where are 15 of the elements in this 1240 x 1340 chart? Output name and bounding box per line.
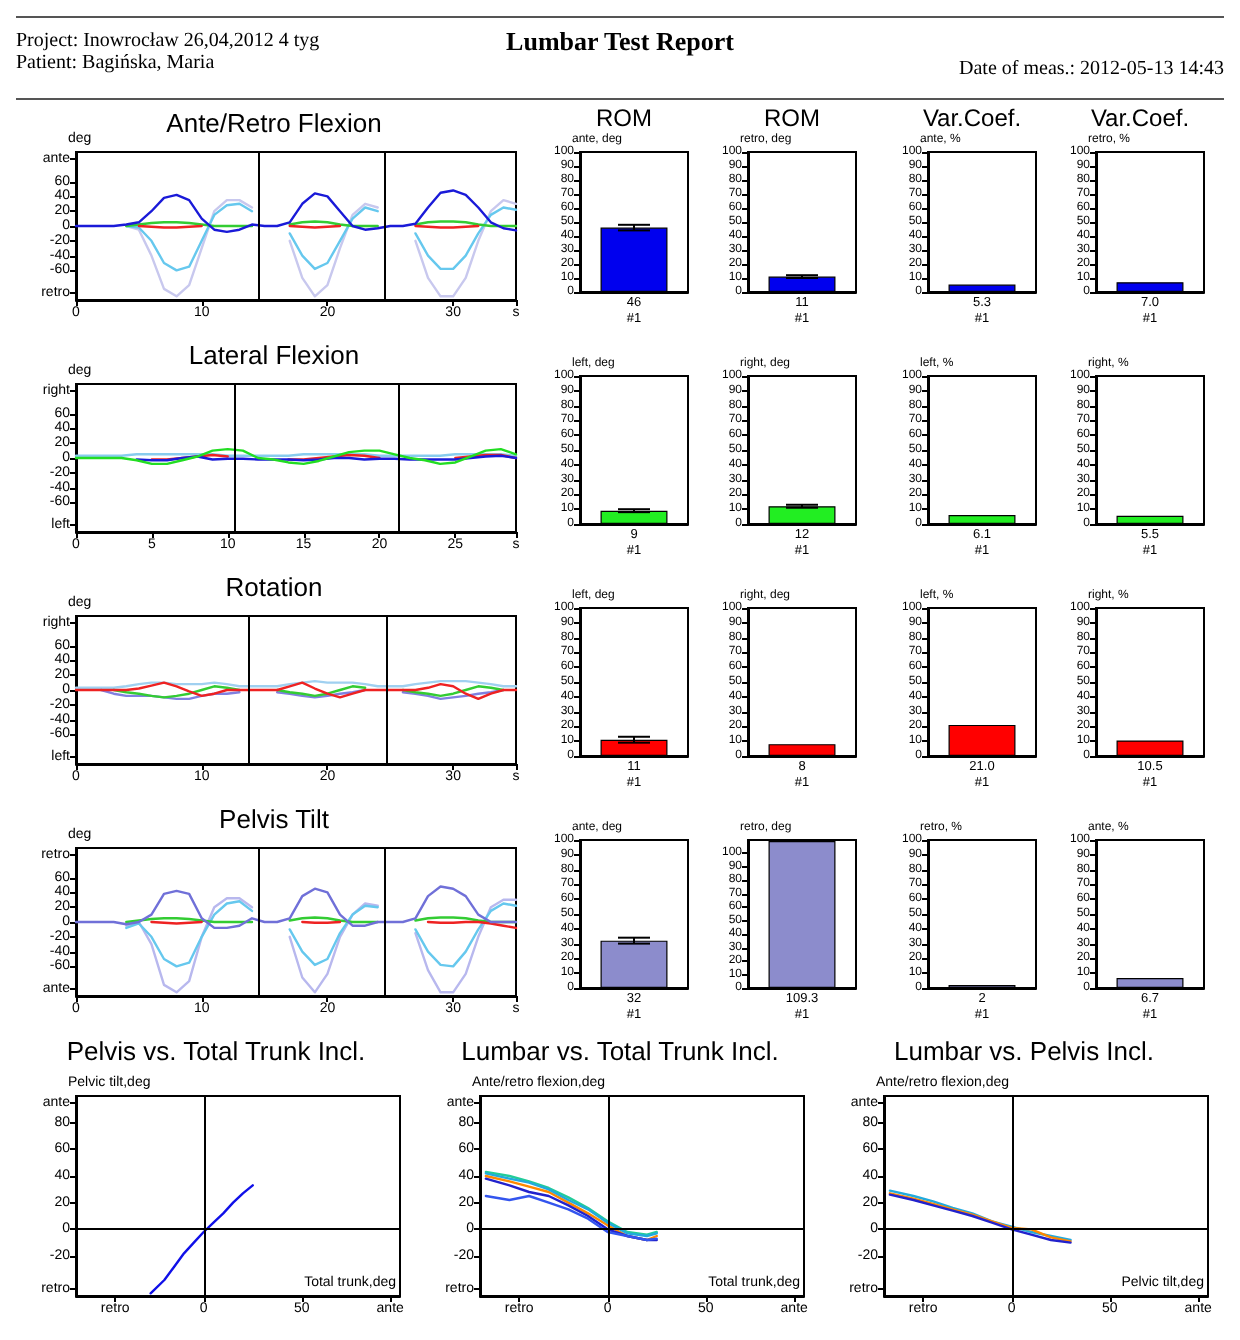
chart-title: ROM — [764, 104, 820, 132]
text: Lumbar Test Report — [506, 26, 734, 56]
text: Patient: Bagińska, Maria — [16, 52, 217, 74]
text: Date of meas.: 2012-05-13 14:43 — [959, 58, 1224, 80]
chart-title: ROM — [596, 104, 652, 132]
chart-title: Pelvis vs. Total Trunk Incl. — [66, 1036, 366, 1066]
chart-title: Lumbar vs. Pelvis Incl. — [893, 1036, 1155, 1066]
text: Project: Inowrocław 26,04,2012 4 tyg — [16, 30, 320, 52]
chart-title: Lumbar vs. Total Trunk Incl. — [461, 1036, 779, 1066]
chart-title: Lateral Flexion — [188, 340, 360, 370]
chart-title: Var.Coef. — [922, 104, 1022, 132]
chart-title: Ante/Retro Flexion — [166, 108, 382, 138]
chart-title: Pelvis Tilt — [219, 804, 330, 834]
chart-title: Rotation — [225, 572, 323, 602]
chart-title: Var.Coef. — [1090, 104, 1190, 132]
